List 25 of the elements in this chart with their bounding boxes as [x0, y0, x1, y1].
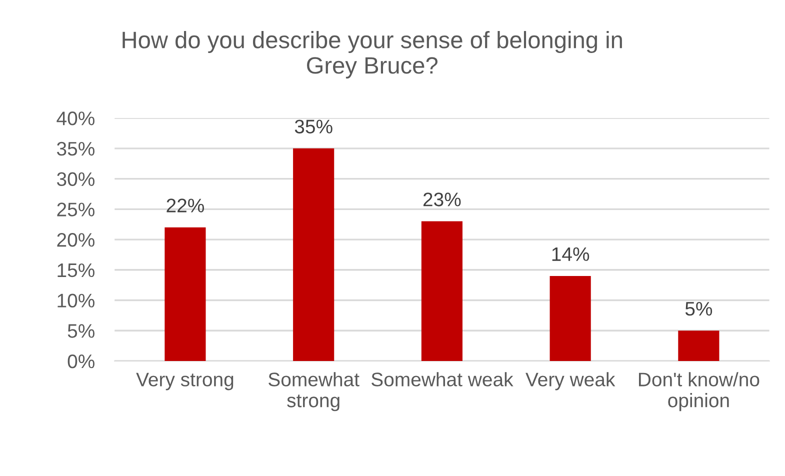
x-tick-label: Don't know/no opinion [638, 372, 760, 412]
x-tick-label: Very strong [136, 372, 234, 390]
y-tick-label: 15% [58, 263, 94, 278]
data-label: 23% [423, 192, 461, 206]
data-label: 22% [166, 198, 204, 212]
y-tick-label: 25% [57, 202, 94, 216]
bar [550, 276, 591, 361]
y-tick-label: 0% [68, 354, 94, 368]
chart-title: How do you describe your sense of belonging in Grey Bruce? [122, 31, 622, 78]
y-tick-label: 20% [57, 232, 94, 247]
data-label: 35% [294, 120, 332, 134]
y-tick-label: 35% [56, 142, 94, 156]
y-tick-label: 30% [56, 172, 94, 186]
bar [293, 148, 334, 361]
x-tick-label: Somewhat strong [268, 372, 360, 412]
x-tick-label: Somewhat weak [372, 372, 514, 386]
y-tick-label: 40% [56, 112, 94, 126]
bar [421, 221, 462, 361]
bar [164, 227, 206, 361]
data-label: 5% [685, 302, 712, 316]
data-label: 14% [552, 247, 590, 261]
x-tick-label: Very weak [526, 372, 616, 390]
bar [678, 330, 720, 361]
y-tick-label: 10% [58, 294, 94, 308]
y-tick-label: 5% [68, 324, 94, 338]
